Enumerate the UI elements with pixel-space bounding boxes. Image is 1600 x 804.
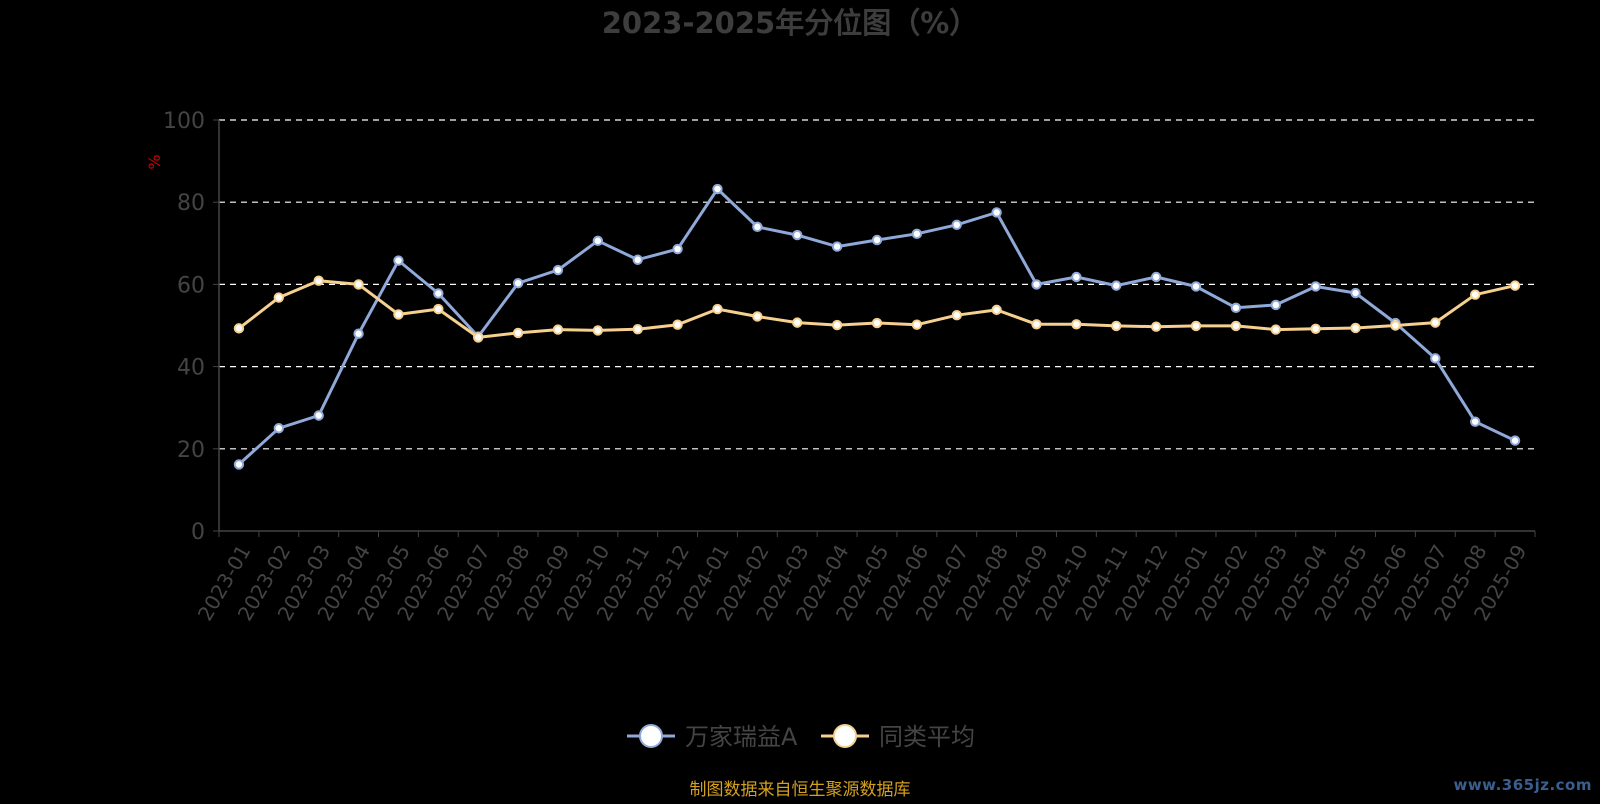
y-tick-label: 20 bbox=[177, 438, 205, 463]
data-point bbox=[951, 219, 962, 231]
data-point bbox=[1430, 317, 1441, 328]
y-tick-label: 40 bbox=[177, 356, 205, 381]
data-point bbox=[632, 323, 643, 335]
data-point bbox=[672, 243, 683, 255]
source-note: 制图数据来自恒生聚源数据库 bbox=[690, 780, 911, 800]
data-point bbox=[1230, 320, 1242, 332]
data-point bbox=[313, 275, 324, 286]
data-point bbox=[672, 319, 683, 330]
data-point bbox=[233, 323, 245, 334]
data-point bbox=[1270, 299, 1281, 311]
data-point bbox=[552, 264, 564, 276]
series-lines bbox=[233, 183, 1521, 470]
data-point bbox=[592, 235, 604, 247]
data-point bbox=[1111, 280, 1122, 291]
data-point bbox=[1310, 323, 1321, 334]
y-tick-label: 100 bbox=[163, 109, 205, 134]
data-point bbox=[512, 277, 524, 289]
data-point bbox=[1111, 320, 1122, 332]
data-point bbox=[313, 410, 324, 421]
data-point bbox=[273, 423, 285, 434]
data-point bbox=[792, 229, 803, 241]
legend-label: 万家瑞益A bbox=[685, 723, 798, 751]
data-point bbox=[1150, 271, 1162, 283]
data-point bbox=[1509, 435, 1521, 446]
data-point bbox=[1190, 320, 1202, 332]
data-point bbox=[1469, 416, 1481, 427]
data-point bbox=[1031, 319, 1042, 330]
data-point bbox=[831, 319, 843, 331]
data-point bbox=[393, 309, 404, 320]
data-point bbox=[273, 292, 285, 303]
data-point bbox=[473, 332, 484, 343]
data-point bbox=[1509, 280, 1521, 291]
data-point bbox=[512, 327, 524, 339]
data-point bbox=[752, 311, 763, 322]
series-2 bbox=[233, 275, 1521, 343]
data-point bbox=[991, 304, 1002, 316]
data-point bbox=[1031, 279, 1042, 290]
legend-label: 同类平均 bbox=[879, 723, 975, 751]
data-point bbox=[1150, 321, 1162, 332]
legend-marker bbox=[833, 724, 857, 748]
data-point bbox=[233, 459, 245, 470]
data-point bbox=[1350, 287, 1361, 299]
data-point bbox=[1350, 322, 1361, 334]
legend-marker bbox=[639, 724, 663, 748]
data-point bbox=[871, 317, 883, 329]
data-point bbox=[1190, 281, 1202, 292]
data-point bbox=[632, 254, 643, 265]
data-point bbox=[712, 183, 723, 195]
legend-item-2: 同类平均 bbox=[821, 723, 975, 751]
data-point bbox=[1071, 319, 1082, 330]
data-point bbox=[1230, 302, 1242, 314]
data-point bbox=[871, 234, 883, 246]
chart-title: 2023-2025年分位图（%） bbox=[602, 6, 979, 40]
data-point bbox=[951, 310, 962, 321]
data-point bbox=[1270, 324, 1281, 335]
data-point bbox=[1310, 281, 1321, 292]
data-point bbox=[712, 303, 723, 315]
y-tick-label: 80 bbox=[177, 191, 205, 216]
data-point bbox=[1469, 289, 1481, 300]
data-point bbox=[1071, 271, 1082, 283]
y-axis-label: % bbox=[145, 154, 164, 169]
data-point bbox=[433, 303, 444, 315]
data-point bbox=[831, 241, 843, 252]
data-point bbox=[353, 328, 364, 339]
watermark-text: www.365jz.com bbox=[1453, 776, 1592, 794]
grid-lines bbox=[219, 119, 1535, 450]
data-point bbox=[393, 255, 404, 266]
data-point bbox=[911, 228, 923, 240]
data-point bbox=[1430, 353, 1441, 364]
data-point bbox=[353, 279, 364, 290]
data-point bbox=[592, 325, 604, 336]
data-point bbox=[752, 221, 763, 233]
y-tick-label: 60 bbox=[177, 273, 205, 298]
y-tick-label: 0 bbox=[191, 520, 205, 545]
data-point bbox=[911, 319, 923, 330]
legend: 万家瑞益A 同类平均 bbox=[627, 723, 975, 751]
data-point bbox=[552, 324, 564, 335]
data-point bbox=[1390, 320, 1401, 331]
legend-item-1: 万家瑞益A bbox=[627, 723, 798, 751]
data-point bbox=[433, 288, 444, 299]
data-point bbox=[792, 317, 803, 328]
data-point bbox=[991, 207, 1002, 218]
